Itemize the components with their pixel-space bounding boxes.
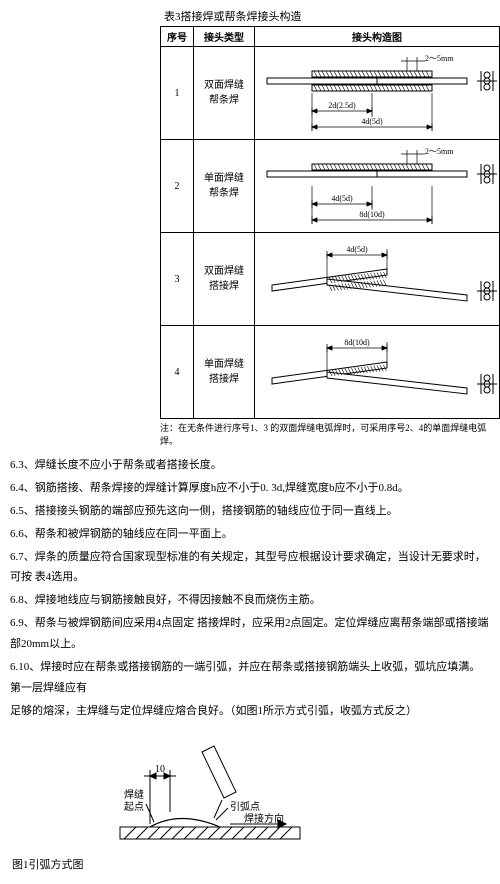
row-idx: 4 bbox=[161, 326, 194, 419]
table-note: 注：在无条件进行序号1、3 的双面焊缝电弧焊时，可采用序号2、4的单面焊缝电弧焊… bbox=[160, 421, 490, 447]
paragraph: 足够的熔深，主焊缝与定位焊缝应熔合良好。（如图1所示方式引弧，收弧方式反之） bbox=[10, 701, 490, 722]
paragraph: 6.7、焊条的质量应符合国家现型标准的有关规定，其型号应根据设计要求确定，当设计… bbox=[10, 547, 490, 589]
row-idx: 2 bbox=[161, 140, 194, 233]
th-type: 接头类型 bbox=[194, 27, 255, 47]
svg-text:4d(5d): 4d(5d) bbox=[346, 245, 368, 254]
paragraph: 6.3、焊缝长度不应小于帮条或者搭接长度。 bbox=[10, 455, 490, 476]
svg-text:4d(5d): 4d(5d) bbox=[361, 117, 383, 126]
row-type-line: 双面焊缝 bbox=[196, 264, 252, 279]
svg-text:4d(5d): 4d(5d) bbox=[331, 194, 353, 203]
th-idx: 序号 bbox=[161, 27, 194, 47]
figure-1: 10 焊缝 起点 引弧点 焊接方向 bbox=[110, 732, 490, 852]
table-row: 4单面焊缝搭接焊 8d(10d) bbox=[161, 326, 500, 419]
row-type: 单面焊缝帮条焊 bbox=[194, 140, 255, 233]
row-type-line: 帮条焊 bbox=[196, 186, 252, 201]
row-type-line: 单面焊缝 bbox=[196, 171, 252, 186]
row-diagram: 4d(5d) bbox=[255, 233, 500, 326]
row-type-line: 搭接焊 bbox=[196, 279, 252, 294]
fig1-arc: 引弧点 bbox=[230, 800, 260, 813]
row-type-line: 双面焊缝 bbox=[196, 78, 252, 93]
paragraph: 6.9、帮条与被焊钢筋间应采用4点固定 搭接焊时，应采用2点固定。定位焊缝应离帮… bbox=[10, 613, 490, 655]
table-row: 3双面焊缝搭接焊 4d(5d) bbox=[161, 233, 500, 326]
row-type: 双面焊缝搭接焊 bbox=[194, 233, 255, 326]
paragraph: 6.5、搭接接头钢筋的端部应预先这向一侧，搭接钢筋的轴线应位于同一直线上。 bbox=[10, 501, 490, 522]
row-idx: 3 bbox=[161, 233, 194, 326]
fig1-start1: 焊缝 bbox=[124, 788, 144, 801]
paragraph: 6.6、帮条和被焊钢筋的轴线应在同一平面上。 bbox=[10, 524, 490, 545]
row-type: 单面焊缝搭接焊 bbox=[194, 326, 255, 419]
table-row: 2单面焊缝帮条焊 2～5mm bbox=[161, 140, 500, 233]
svg-text:2～5mm: 2～5mm bbox=[425, 147, 454, 156]
row-diagram: 2～5mm 4d(5d) 8d(10d) bbox=[255, 140, 500, 233]
paragraph: 6.4、钢筋搭接、帮条焊接的焊缝计算厚度h应不小于0. 3d,焊缝宽度b应不小于… bbox=[10, 478, 490, 499]
row-diagram: 8d(10d) bbox=[255, 326, 500, 419]
row-type: 双面焊缝帮条焊 bbox=[194, 47, 255, 140]
svg-text:2d(2.5d): 2d(2.5d) bbox=[328, 101, 356, 110]
th-fig: 接头构造图 bbox=[255, 27, 500, 47]
table-row: 1双面焊缝帮条焊 2～5mm bbox=[161, 47, 500, 140]
svg-text:8d(10d): 8d(10d) bbox=[359, 210, 385, 219]
row-type-line: 帮条焊 bbox=[196, 93, 252, 108]
weld-table: 序号 接头类型 接头构造图 1双面焊缝帮条焊 2～5mm bbox=[160, 26, 500, 419]
fig1-dir: 焊接方向 bbox=[244, 812, 284, 825]
svg-text:8d(10d): 8d(10d) bbox=[344, 338, 370, 347]
fig1-start2: 起点 bbox=[124, 801, 144, 813]
svg-text:2～5mm: 2～5mm bbox=[425, 54, 454, 63]
row-idx: 1 bbox=[161, 47, 194, 140]
fig1-caption: 图1引弧方式图 bbox=[12, 856, 490, 872]
paragraph: 6.10、焊接时应在帮条或搭接钢筋的一端引弧，并应在帮条或搭接钢筋端头上收弧，弧… bbox=[10, 657, 490, 699]
row-type-line: 搭接焊 bbox=[196, 372, 252, 387]
row-diagram: 2～5mm 2d(2.5d) 4d(5d) bbox=[255, 47, 500, 140]
paragraph: 6.8、焊接地线应与钢筋接触良好，不得因接触不良而烧伤主筋。 bbox=[10, 590, 490, 611]
fig1-dim10: 10 bbox=[155, 764, 165, 775]
row-type-line: 单面焊缝 bbox=[196, 357, 252, 372]
table-title: 表3搭接焊或帮条焊接头构造 bbox=[14, 8, 490, 24]
paragraph-block: 6.3、焊缝长度不应小于帮条或者搭接长度。6.4、钢筋搭接、帮条焊接的焊缝计算厚… bbox=[10, 455, 490, 722]
